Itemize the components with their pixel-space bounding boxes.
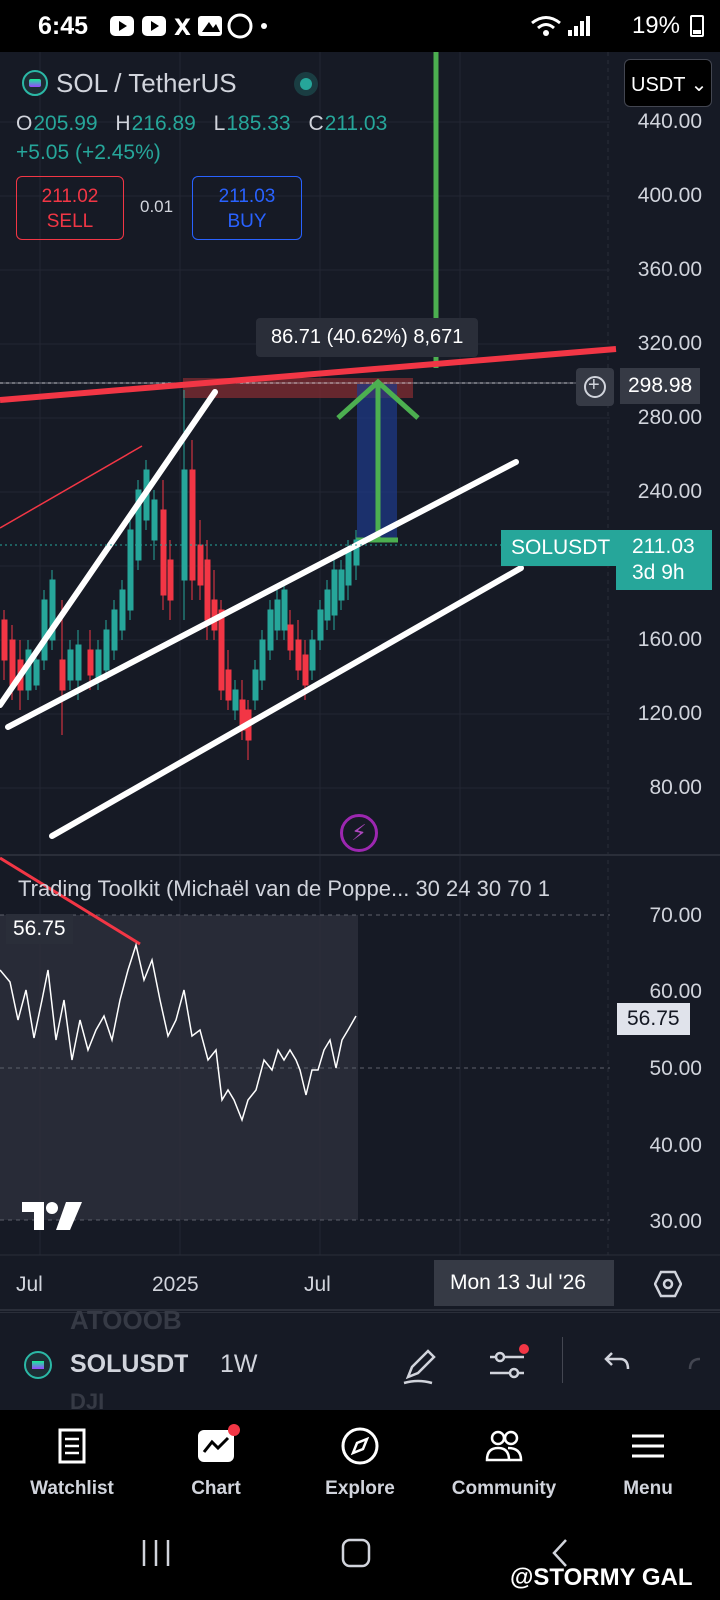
- crosshair-date-label: Mon 13 Jul '26: [434, 1260, 614, 1306]
- indicator-axis-label: 50.00: [649, 1057, 702, 1080]
- recent-apps-icon[interactable]: [138, 1536, 174, 1570]
- high-label: H: [115, 112, 131, 135]
- sell-button[interactable]: 211.02 SELL: [16, 176, 124, 240]
- ohlc-values: O205.99 H216.89 L185.33 C211.03: [16, 112, 387, 136]
- compass-icon: [341, 1427, 379, 1465]
- open-value: 205.99: [33, 112, 98, 135]
- price-axis-label: 440.00: [637, 110, 702, 133]
- horizontal-line-price-tag: 298.98: [620, 368, 701, 404]
- undo-icon[interactable]: [594, 1343, 638, 1387]
- price-change: +5.05 (+2.45%): [16, 141, 161, 164]
- wifi-signal-icon: [531, 16, 590, 36]
- high-value: 216.89: [131, 112, 196, 135]
- solana-logo-icon: [24, 1351, 52, 1379]
- tradingview-logo-icon[interactable]: [20, 1200, 84, 1232]
- back-icon[interactable]: [544, 1536, 580, 1570]
- low-label: L: [213, 112, 226, 135]
- price-axis-label: 80.00: [649, 776, 702, 799]
- currency-select[interactable]: USDT ⌄: [624, 59, 712, 107]
- indicator-value-tag: 56.75: [617, 1003, 690, 1035]
- app-notification-icons: X: [110, 13, 267, 41]
- price-axis-label: 280.00: [637, 406, 702, 429]
- notification-icons: X: [110, 13, 270, 45]
- chart-settings-icon[interactable]: [654, 1270, 682, 1298]
- rsi-line: [0, 942, 357, 1123]
- time-axis-label: 2025: [152, 1273, 199, 1296]
- indicator-axis-label: 70.00: [649, 904, 702, 927]
- price-axis-label: 320.00: [637, 332, 702, 355]
- last-price-symbol-tag: SOLUSDT: [501, 530, 621, 566]
- home-icon[interactable]: [338, 1536, 374, 1570]
- solana-logo-icon: [22, 70, 48, 96]
- lightning-bolt-icon[interactable]: ⚡: [340, 814, 378, 852]
- redo-icon[interactable]: [688, 1343, 720, 1387]
- battery-percent: 19%: [631, 12, 680, 39]
- indicator-axis-label: 60.00: [649, 980, 702, 1003]
- open-label: O: [16, 112, 33, 135]
- battery-icon: [690, 15, 704, 37]
- price-axis-label: 240.00: [637, 480, 702, 503]
- nav-label: Watchlist: [30, 1478, 114, 1499]
- nav-explore[interactable]: Explore: [288, 1410, 432, 1510]
- indicators-icon[interactable]: [486, 1343, 530, 1387]
- watermark-text: @STORMY GAL: [510, 1564, 693, 1591]
- price-axis-label: 160.00: [637, 628, 702, 651]
- drawing-tools-icon[interactable]: [398, 1343, 442, 1387]
- sell-price: 211.02: [41, 186, 99, 207]
- chart-icon: [198, 1430, 234, 1462]
- low-value: 185.33: [226, 112, 291, 135]
- svg-text:X: X: [174, 16, 195, 39]
- nav-chart[interactable]: Chart: [144, 1410, 288, 1510]
- indicator-axis-label: 30.00: [649, 1210, 702, 1233]
- nav-label: Menu: [623, 1478, 673, 1499]
- status-time: 6:45: [38, 12, 89, 40]
- nav-label: Chart: [191, 1478, 241, 1499]
- symbol-search-button[interactable]: SOLUSDT: [70, 1350, 188, 1378]
- chart-toolbar: ATOOOB DJI SOLUSDT 1W: [0, 1305, 720, 1414]
- buy-price: 211.03: [218, 186, 276, 207]
- bottom-navigation: Watchlist Chart Explore Community Menu: [0, 1410, 720, 1510]
- buy-button[interactable]: 211.03 BUY: [192, 176, 302, 240]
- sell-label: SELL: [46, 211, 94, 232]
- measure-label: 86.71 (40.62%) 8,671: [256, 318, 479, 357]
- indicator-value-label: 56.75: [6, 914, 73, 944]
- market-open-indicator-icon: [294, 72, 318, 96]
- interval-button[interactable]: 1W: [220, 1350, 258, 1378]
- spread-value: 0.01: [140, 197, 174, 216]
- indicator-title[interactable]: Trading Toolkit (Michaël van de Poppe...…: [18, 876, 551, 901]
- buy-label: BUY: [227, 211, 267, 232]
- time-axis-label: Jul: [16, 1273, 43, 1296]
- price-axis-label: 400.00: [637, 184, 702, 207]
- nav-label: Community: [451, 1478, 557, 1499]
- channel-lines: [0, 389, 524, 839]
- symbol-header[interactable]: SOL / TetherUS: [22, 68, 237, 98]
- resistance-trendline: [0, 346, 617, 403]
- nav-label: Explore: [325, 1478, 395, 1499]
- watchlist-icon: [58, 1428, 86, 1464]
- nav-watchlist[interactable]: Watchlist: [0, 1410, 144, 1510]
- people-icon: [485, 1430, 523, 1462]
- nav-community[interactable]: Community: [432, 1410, 576, 1510]
- time-axis-label: Jul: [304, 1273, 331, 1296]
- candlesticks: [1, 390, 360, 760]
- add-alert-crosshair-icon[interactable]: [576, 368, 614, 406]
- last-price-value: 211.03: [632, 535, 695, 558]
- nav-menu[interactable]: Menu: [576, 1410, 720, 1510]
- symbol-name: SOL / TetherUS: [56, 67, 237, 98]
- ghost-symbol-text: DJI: [70, 1389, 105, 1414]
- chart-canvas[interactable]: [0, 0, 720, 1312]
- close-value: 211.03: [324, 112, 388, 135]
- toolbar-divider: [562, 1337, 563, 1383]
- status-bar: 6:45 X 19%: [0, 0, 720, 52]
- indicator-axis-label: 40.00: [649, 1134, 702, 1157]
- ghost-symbol-text: ATOOOB: [70, 1305, 182, 1335]
- price-axis-label: 360.00: [637, 258, 702, 281]
- price-axis-label: 120.00: [637, 702, 702, 725]
- last-price-tag: 211.03 3d 9h: [616, 530, 712, 590]
- close-label: C: [308, 112, 324, 135]
- menu-icon: [632, 1434, 664, 1458]
- chart-notification-dot: [228, 1424, 240, 1436]
- system-navigation-bar: [0, 1510, 720, 1600]
- bar-countdown: 3d 9h: [632, 561, 685, 584]
